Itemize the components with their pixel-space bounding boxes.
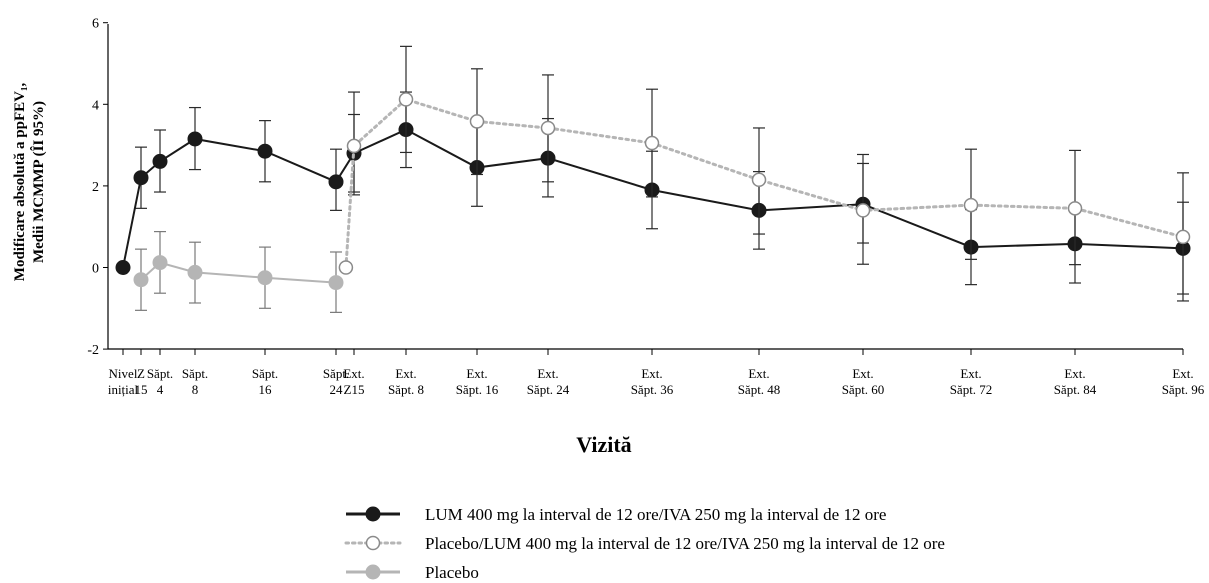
data-point [328, 174, 344, 190]
legend-item-3: Placebo [346, 563, 479, 582]
data-point [1175, 229, 1191, 245]
data-point [257, 270, 273, 286]
x-tick-label: Ext. Săpt. 8 [388, 366, 424, 397]
data-point [751, 172, 767, 188]
x-tick-label: Ext. Săpt. 72 [950, 366, 993, 397]
x-tick-label: Ext. Săpt. 36 [631, 366, 674, 397]
y-tick-label: 6 [92, 17, 99, 32]
data-point [328, 275, 344, 291]
x-tick-label: Ext. Săpt. 60 [842, 366, 885, 397]
legend: LUM 400 mg la interval de 12 ore/IVA 250… [344, 505, 945, 582]
data-point [644, 135, 660, 151]
x-tick-label: Săpt. 4 [147, 366, 173, 397]
data-point [855, 203, 871, 218]
data-point [152, 153, 168, 169]
data-point [398, 92, 414, 107]
x-tick-label: Săpt. 8 [182, 366, 208, 397]
plot-area [115, 45, 1191, 313]
series-3 [133, 230, 344, 313]
series-line [122, 128, 1184, 268]
legend-swatch-marker [365, 535, 381, 551]
data-point [346, 138, 362, 154]
x-tick-label: Ext. Săpt. 84 [1054, 366, 1097, 397]
x-axis-label: Vizită [576, 432, 631, 457]
legend-label: LUM 400 mg la interval de 12 ore/IVA 250… [425, 505, 886, 524]
x-tick-label: Nivel inițial [108, 366, 139, 397]
legend-swatch-marker [365, 564, 381, 580]
y-tick-label: 2 [92, 180, 99, 195]
x-tick-label: Ext. Săpt. 48 [738, 366, 781, 397]
legend-label: Placebo/LUM 400 mg la interval de 12 ore… [425, 534, 945, 553]
series-2 [338, 45, 1191, 302]
data-point [133, 272, 149, 288]
y-axis-label-line-2: Medii MCMMP (ÎI 95%) [30, 101, 47, 263]
y-tick-label: -2 [87, 343, 99, 358]
y-tick-label: 0 [92, 262, 99, 277]
x-tick-label: Săpt. 16 [252, 366, 278, 397]
data-point [115, 260, 131, 275]
data-point [963, 197, 979, 213]
legend-swatch-marker [365, 506, 381, 522]
y-axis-label-line-1: Modificare absolută a ppFEV₁, [12, 83, 28, 282]
data-point [187, 131, 203, 147]
x-tick-label: Ext. Săpt. 96 [1162, 366, 1205, 397]
series-line [140, 261, 337, 284]
y-tick-labels: -2 0 2 4 6 [87, 17, 108, 358]
data-point [187, 264, 203, 280]
data-point [257, 143, 273, 159]
series-1 [115, 91, 1191, 295]
x-tick-label: Ext. Z15 [343, 366, 364, 397]
data-point [338, 260, 354, 275]
data-point [1067, 201, 1083, 216]
x-tick-label: Ext. Săpt. 16 [456, 366, 499, 397]
legend-item-1: LUM 400 mg la interval de 12 ore/IVA 250… [346, 505, 886, 524]
legend-item-2: Placebo/LUM 400 mg la interval de 12 ore… [344, 534, 945, 553]
axes [107, 24, 1183, 350]
data-point [152, 255, 168, 271]
data-point [133, 170, 149, 186]
legend-label: Placebo [425, 563, 479, 582]
x-tick-label: Săpt. 24 [323, 366, 349, 397]
x-tick-label: Z 15 [135, 366, 148, 397]
data-point [469, 114, 485, 129]
y-tick-label: 4 [92, 98, 99, 113]
x-tick-label: Ext. Săpt. 24 [527, 366, 570, 397]
data-point [540, 120, 556, 136]
